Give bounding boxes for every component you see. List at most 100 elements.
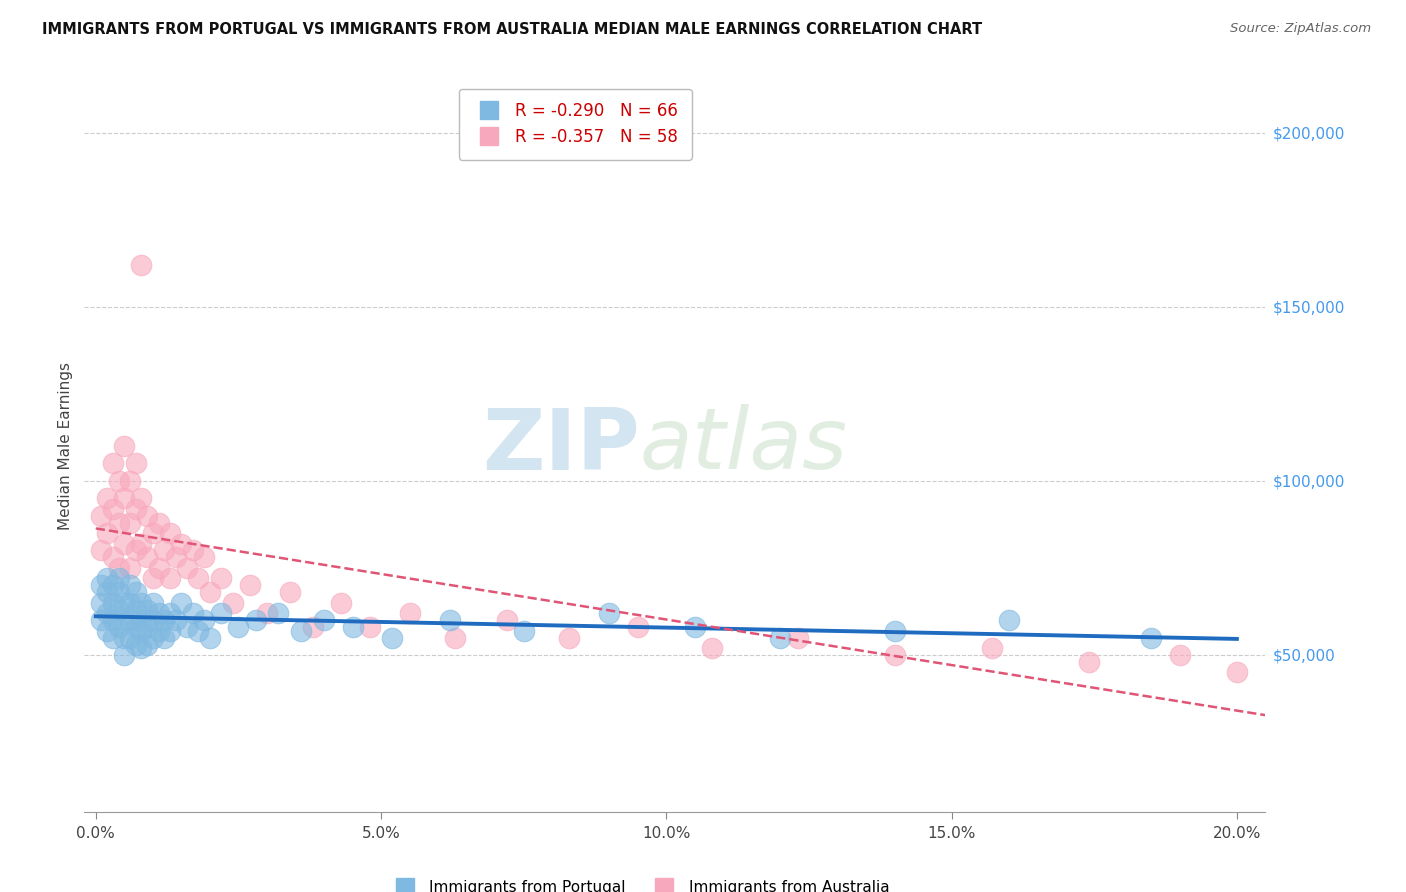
Point — [101, 550, 124, 565]
Point — [112, 536, 135, 550]
Point — [96, 624, 118, 638]
Point — [769, 631, 792, 645]
Point — [439, 613, 461, 627]
Point — [90, 508, 112, 523]
Point — [239, 578, 262, 592]
Point — [96, 491, 118, 506]
Point — [786, 631, 808, 645]
Point — [125, 585, 148, 599]
Point — [125, 620, 148, 634]
Point — [101, 613, 124, 627]
Point — [209, 606, 232, 620]
Point — [165, 550, 187, 565]
Point — [495, 613, 517, 627]
Point — [1226, 665, 1249, 680]
Point — [198, 631, 221, 645]
Point — [90, 578, 112, 592]
Point — [883, 624, 905, 638]
Text: IMMIGRANTS FROM PORTUGAL VS IMMIGRANTS FROM AUSTRALIA MEDIAN MALE EARNINGS CORRE: IMMIGRANTS FROM PORTUGAL VS IMMIGRANTS F… — [42, 22, 983, 37]
Point — [101, 596, 124, 610]
Point — [131, 536, 153, 550]
Point — [1168, 648, 1191, 662]
Point — [118, 516, 141, 530]
Point — [96, 585, 118, 599]
Point — [700, 640, 723, 655]
Point — [112, 648, 135, 662]
Point — [512, 624, 534, 638]
Text: atlas: atlas — [640, 404, 848, 488]
Point — [444, 631, 467, 645]
Point — [136, 508, 159, 523]
Point — [278, 585, 301, 599]
Point — [142, 596, 165, 610]
Text: Source: ZipAtlas.com: Source: ZipAtlas.com — [1230, 22, 1371, 36]
Point — [165, 613, 187, 627]
Point — [256, 606, 278, 620]
Point — [96, 526, 118, 541]
Point — [125, 501, 148, 516]
Point — [312, 613, 335, 627]
Point — [125, 638, 148, 652]
Point — [90, 596, 112, 610]
Point — [159, 526, 181, 541]
Point — [301, 620, 323, 634]
Point — [125, 603, 148, 617]
Point — [101, 578, 124, 592]
Point — [107, 561, 129, 575]
Point — [107, 571, 129, 585]
Point — [118, 578, 141, 592]
Point — [170, 596, 193, 610]
Point — [153, 613, 176, 627]
Point — [131, 258, 153, 272]
Point — [131, 624, 153, 638]
Legend: Immigrants from Portugal, Immigrants from Australia: Immigrants from Portugal, Immigrants fro… — [384, 874, 896, 892]
Point — [136, 603, 159, 617]
Point — [136, 620, 159, 634]
Point — [90, 543, 112, 558]
Point — [187, 624, 209, 638]
Point — [159, 606, 181, 620]
Y-axis label: Median Male Earnings: Median Male Earnings — [58, 362, 73, 530]
Point — [118, 561, 141, 575]
Point — [90, 613, 112, 627]
Point — [267, 606, 290, 620]
Point — [153, 543, 176, 558]
Point — [359, 620, 381, 634]
Point — [381, 631, 404, 645]
Point — [142, 613, 165, 627]
Point — [118, 596, 141, 610]
Point — [997, 613, 1019, 627]
Point — [176, 561, 198, 575]
Point — [980, 640, 1002, 655]
Point — [131, 491, 153, 506]
Point — [187, 571, 209, 585]
Point — [683, 620, 706, 634]
Point — [142, 526, 165, 541]
Point — [101, 631, 124, 645]
Point — [125, 543, 148, 558]
Point — [118, 631, 141, 645]
Point — [193, 550, 215, 565]
Point — [342, 620, 364, 634]
Point — [148, 561, 170, 575]
Point — [131, 596, 153, 610]
Point — [101, 501, 124, 516]
Point — [125, 457, 148, 471]
Point — [558, 631, 581, 645]
Point — [96, 571, 118, 585]
Point — [209, 571, 232, 585]
Point — [290, 624, 312, 638]
Point — [112, 613, 135, 627]
Point — [118, 613, 141, 627]
Point — [398, 606, 420, 620]
Point — [193, 613, 215, 627]
Point — [131, 613, 153, 627]
Point — [245, 613, 267, 627]
Point — [131, 640, 153, 655]
Point — [112, 491, 135, 506]
Point — [1140, 631, 1163, 645]
Point — [148, 624, 170, 638]
Point — [96, 606, 118, 620]
Point — [107, 603, 129, 617]
Point — [159, 624, 181, 638]
